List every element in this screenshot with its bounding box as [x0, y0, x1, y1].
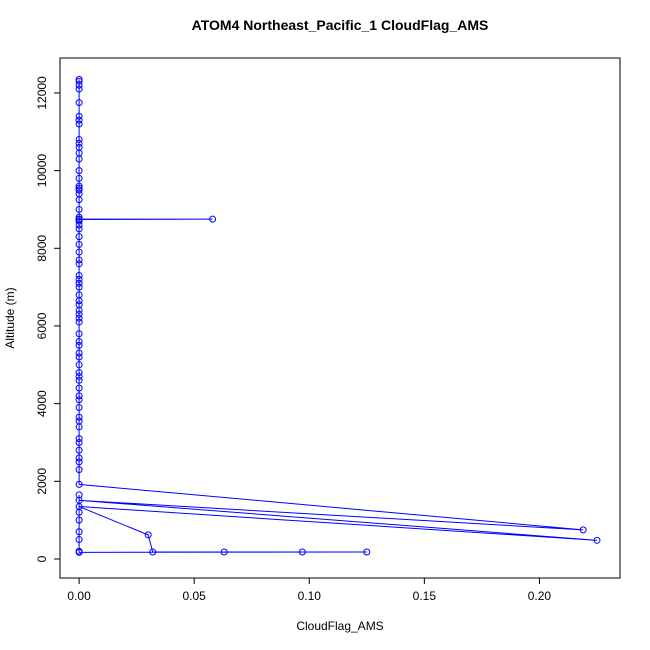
- x-tick-label: 0.20: [528, 589, 552, 603]
- data-point: [75, 271, 83, 279]
- data-point: [75, 174, 83, 182]
- data-point: [220, 548, 228, 556]
- data-point: [144, 531, 152, 539]
- data-point: [75, 310, 83, 318]
- data-point: [75, 404, 83, 412]
- data-point: [75, 213, 83, 221]
- data-point: [75, 508, 83, 516]
- data-point: [75, 283, 83, 291]
- data-point: [75, 438, 83, 446]
- data-point: [75, 361, 83, 369]
- data-point: [75, 376, 83, 384]
- data-point: [75, 353, 83, 361]
- data-point: [75, 318, 83, 326]
- data-point: [75, 205, 83, 213]
- data-point: [75, 330, 83, 338]
- data-point: [75, 392, 83, 400]
- chart-title: ATOM4 Northeast_Pacific_1 CloudFlag_AMS: [192, 17, 489, 33]
- data-point: [363, 548, 371, 556]
- data-point: [75, 248, 83, 256]
- data-point: [75, 435, 83, 443]
- x-tick-label: 0.05: [183, 589, 207, 603]
- data-point: [75, 372, 83, 380]
- data-point: [75, 516, 83, 524]
- x-tick-label: 0.00: [67, 589, 91, 603]
- x-tick-label: 0.10: [298, 589, 322, 603]
- data-point: [75, 337, 83, 345]
- data-point: [75, 279, 83, 287]
- plot-frame: [59, 57, 621, 579]
- data-point: [75, 233, 83, 241]
- data-point: [75, 341, 83, 349]
- data-point: [75, 221, 83, 229]
- data-point: [75, 466, 83, 474]
- data-point: [298, 548, 306, 556]
- x-axis-label: CloudFlag_AMS: [296, 619, 383, 633]
- data-point: [75, 528, 83, 536]
- data-point: [75, 547, 83, 555]
- y-tick-label: 6000: [35, 312, 49, 339]
- data-point: [75, 256, 83, 264]
- data-point: [75, 536, 83, 544]
- data-point: [75, 396, 83, 404]
- data-point: [75, 491, 83, 499]
- y-tick-label: 10000: [35, 154, 49, 188]
- data-point: [75, 240, 83, 248]
- data-point: [75, 349, 83, 357]
- data-point: [75, 186, 83, 194]
- data-point: [75, 423, 83, 431]
- data-point: [75, 136, 83, 144]
- data-point: [75, 120, 83, 128]
- data-point: [75, 81, 83, 89]
- x-tick-label: 0.15: [413, 589, 437, 603]
- data-point: [149, 548, 157, 556]
- data-point: [75, 369, 83, 377]
- y-axis-label: Altitude (m): [3, 287, 17, 348]
- y-tick-label: 0: [35, 555, 49, 562]
- data-point: [75, 196, 83, 204]
- y-tick-label: 2000: [35, 468, 49, 495]
- data-point: [75, 99, 83, 107]
- data-point: [75, 85, 83, 93]
- data-point: [75, 260, 83, 268]
- data-point: [75, 446, 83, 454]
- data-point: [75, 217, 83, 225]
- data-point: [75, 306, 83, 314]
- y-tick-label: 8000: [35, 235, 49, 262]
- y-tick-label: 4000: [35, 390, 49, 417]
- data-point: [579, 526, 587, 534]
- data-point: [75, 413, 83, 421]
- data-point: [75, 77, 83, 85]
- data-point: [75, 480, 83, 488]
- data-point: [75, 155, 83, 163]
- data-point: [75, 167, 83, 175]
- y-tick-label: 12000: [35, 76, 49, 110]
- data-point: [75, 182, 83, 190]
- data-point: [75, 112, 83, 120]
- data-point: [75, 116, 83, 124]
- data-point: [75, 275, 83, 283]
- data-point: [75, 225, 83, 233]
- data-point: [209, 215, 217, 223]
- data-point: [75, 454, 83, 462]
- data-point: [75, 139, 83, 147]
- data-point: [75, 314, 83, 322]
- data-point: [75, 384, 83, 392]
- data-point: [593, 536, 601, 544]
- data-point: [75, 458, 83, 466]
- data-point: [75, 297, 83, 305]
